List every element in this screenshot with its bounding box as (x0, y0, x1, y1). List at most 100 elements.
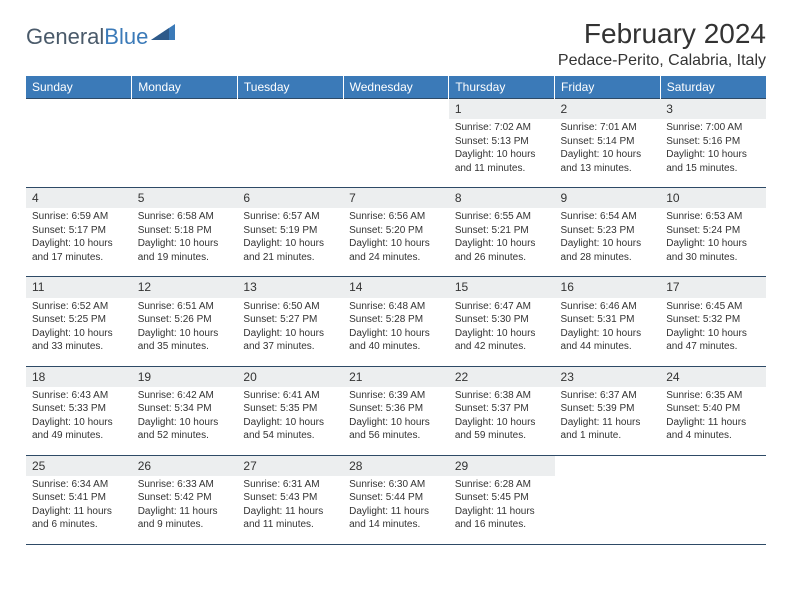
day-info-cell: Sunrise: 6:59 AMSunset: 5:17 PMDaylight:… (26, 208, 132, 277)
title-block: February 2024 Pedace-Perito, Calabria, I… (558, 18, 766, 70)
sunrise-text: Sunrise: 6:56 AM (349, 210, 443, 224)
daylight-text-2: and 42 minutes. (455, 340, 549, 354)
day-number-cell: 23 (555, 366, 661, 387)
weekday-header: Thursday (449, 76, 555, 99)
daylight-text-1: Daylight: 11 hours (561, 416, 655, 430)
day-number-row: 45678910 (26, 188, 766, 209)
daylight-text-1: Daylight: 10 hours (455, 327, 549, 341)
weekday-header: Monday (132, 76, 238, 99)
sunrise-text: Sunrise: 6:52 AM (32, 300, 126, 314)
daylight-text-2: and 11 minutes. (243, 518, 337, 532)
sunset-text: Sunset: 5:26 PM (138, 313, 232, 327)
weekday-header-row: SundayMondayTuesdayWednesdayThursdayFrid… (26, 76, 766, 99)
day-info-cell: Sunrise: 6:45 AMSunset: 5:32 PMDaylight:… (660, 298, 766, 367)
daylight-text-1: Daylight: 10 hours (561, 148, 655, 162)
day-number-cell (237, 99, 343, 120)
day-info-cell: Sunrise: 6:37 AMSunset: 5:39 PMDaylight:… (555, 387, 661, 456)
weekday-header: Wednesday (343, 76, 449, 99)
day-number-cell: 18 (26, 366, 132, 387)
bottom-divider (26, 544, 766, 545)
day-number-cell: 17 (660, 277, 766, 298)
day-number-cell: 1 (449, 99, 555, 120)
day-number-cell: 8 (449, 188, 555, 209)
sunset-text: Sunset: 5:35 PM (243, 402, 337, 416)
daylight-text-1: Daylight: 10 hours (561, 237, 655, 251)
day-number-cell (343, 99, 449, 120)
day-info-row: Sunrise: 6:34 AMSunset: 5:41 PMDaylight:… (26, 476, 766, 545)
day-number-cell: 6 (237, 188, 343, 209)
sunrise-text: Sunrise: 7:02 AM (455, 121, 549, 135)
day-number-cell: 12 (132, 277, 238, 298)
day-info-cell: Sunrise: 6:31 AMSunset: 5:43 PMDaylight:… (237, 476, 343, 545)
daylight-text-2: and 33 minutes. (32, 340, 126, 354)
day-number-cell: 29 (449, 455, 555, 476)
day-number-cell (555, 455, 661, 476)
sunrise-text: Sunrise: 6:31 AM (243, 478, 337, 492)
daylight-text-1: Daylight: 10 hours (138, 327, 232, 341)
daylight-text-1: Daylight: 10 hours (32, 327, 126, 341)
day-info-cell: Sunrise: 6:48 AMSunset: 5:28 PMDaylight:… (343, 298, 449, 367)
sunrise-text: Sunrise: 6:51 AM (138, 300, 232, 314)
day-info-cell: Sunrise: 6:28 AMSunset: 5:45 PMDaylight:… (449, 476, 555, 545)
day-info-row: Sunrise: 7:02 AMSunset: 5:13 PM Daylight:… (26, 119, 766, 188)
day-info-cell (26, 119, 132, 188)
sunset-text: Sunset: 5:25 PM (32, 313, 126, 327)
sunrise-text: Sunrise: 6:41 AM (243, 389, 337, 403)
daylight-text-1: Daylight: 10 hours (32, 416, 126, 430)
sunrise-text: Sunrise: 6:53 AM (666, 210, 760, 224)
daylight-text-1: Daylight: 10 hours (32, 237, 126, 251)
sunset-text: Sunset: 5:34 PM (138, 402, 232, 416)
day-number-cell: 10 (660, 188, 766, 209)
daylight-text-1: Daylight: 11 hours (349, 505, 443, 519)
daylight-text-2: and 35 minutes. (138, 340, 232, 354)
day-number-cell: 15 (449, 277, 555, 298)
sunrise-text: Sunrise: 6:28 AM (455, 478, 549, 492)
daylight-text-2: and 13 minutes. (561, 162, 655, 176)
location: Pedace-Perito, Calabria, Italy (558, 52, 766, 70)
daylight-text-2: and 9 minutes. (138, 518, 232, 532)
day-number-row: 123 (26, 99, 766, 120)
sunrise-text: Sunrise: 6:38 AM (455, 389, 549, 403)
daylight-text-2: and 30 minutes. (666, 251, 760, 265)
daylight-text-1: Daylight: 10 hours (349, 327, 443, 341)
sunset-text: Sunset: 5:37 PM (455, 402, 549, 416)
daylight-text-1: Daylight: 10 hours (349, 416, 443, 430)
daylight-text-1: Daylight: 11 hours (666, 416, 760, 430)
sunset-text: Sunset: 5:18 PM (138, 224, 232, 238)
daylight-text-1: Daylight: 10 hours (243, 237, 337, 251)
day-number-cell: 7 (343, 188, 449, 209)
sunset-text: Sunset: 5:28 PM (349, 313, 443, 327)
sunset-text: Sunset: 5:17 PM (32, 224, 126, 238)
daylight-text-1: Daylight: 11 hours (455, 505, 549, 519)
day-number-row: 2526272829 (26, 455, 766, 476)
day-number-row: 18192021222324 (26, 366, 766, 387)
sunset-text: Sunset: 5:30 PM (455, 313, 549, 327)
daylight-text-2: and 54 minutes. (243, 429, 337, 443)
sunset-text: Sunset: 5:13 PM (455, 135, 549, 149)
daylight-text-2: and 52 minutes. (138, 429, 232, 443)
day-info-cell: Sunrise: 6:57 AMSunset: 5:19 PMDaylight:… (237, 208, 343, 277)
logo-triangle-icon (151, 24, 175, 40)
sunrise-text: Sunrise: 6:42 AM (138, 389, 232, 403)
day-info-cell: Sunrise: 6:35 AMSunset: 5:40 PMDaylight:… (660, 387, 766, 456)
sunrise-text: Sunrise: 6:58 AM (138, 210, 232, 224)
sunset-text: Sunset: 5:36 PM (349, 402, 443, 416)
day-info-cell: Sunrise: 6:50 AMSunset: 5:27 PMDaylight:… (237, 298, 343, 367)
daylight-text-1: Daylight: 10 hours (349, 237, 443, 251)
daylight-text-2: and 19 minutes. (138, 251, 232, 265)
sunset-text: Sunset: 5:24 PM (666, 224, 760, 238)
sunset-text: Sunset: 5:33 PM (32, 402, 126, 416)
sunrise-text: Sunrise: 6:30 AM (349, 478, 443, 492)
daylight-text-2: and 47 minutes. (666, 340, 760, 354)
day-info-cell: Sunrise: 6:56 AMSunset: 5:20 PMDaylight:… (343, 208, 449, 277)
sunrise-text: Sunrise: 6:54 AM (561, 210, 655, 224)
day-number-cell: 11 (26, 277, 132, 298)
daylight-text-2: and 21 minutes. (243, 251, 337, 265)
day-info-cell: Sunrise: 6:42 AMSunset: 5:34 PMDaylight:… (132, 387, 238, 456)
sunrise-text: Sunrise: 6:39 AM (349, 389, 443, 403)
sunset-text: Sunset: 5:39 PM (561, 402, 655, 416)
sunrise-text: Sunrise: 6:55 AM (455, 210, 549, 224)
daylight-text-2: and 56 minutes. (349, 429, 443, 443)
day-number-cell: 9 (555, 188, 661, 209)
daylight-text-1: Daylight: 10 hours (455, 416, 549, 430)
